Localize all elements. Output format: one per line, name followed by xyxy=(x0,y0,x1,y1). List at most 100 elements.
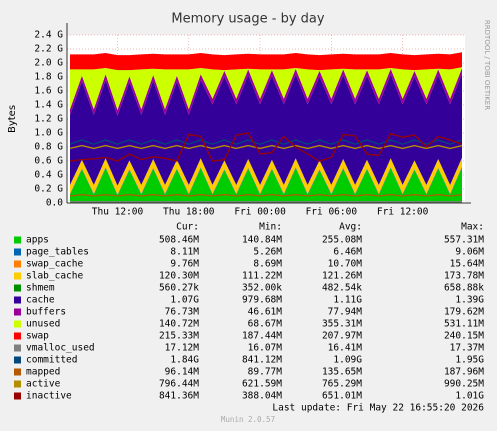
legend-value: 5.26M xyxy=(253,247,282,258)
legend-swatch xyxy=(14,392,21,400)
legend-value: 140.72M xyxy=(159,319,199,330)
x-tick-label: Fri 06:00 xyxy=(306,207,358,218)
legend-swatch xyxy=(14,308,21,316)
last-update: Last update: Fri May 22 16:55:20 2026 xyxy=(272,403,484,414)
legend-value: 352.00k xyxy=(242,283,282,294)
legend-name: apps xyxy=(26,235,49,246)
legend-value: 651.01M xyxy=(322,391,362,402)
x-tick-label: Fri 12:00 xyxy=(377,207,429,218)
legend-value: 15.64M xyxy=(450,259,485,270)
legend-value: 17.12M xyxy=(165,343,200,354)
legend-value: 187.96M xyxy=(444,367,484,378)
area xyxy=(70,52,462,71)
y-tick-label: 1.6 G xyxy=(34,86,63,97)
legend-name: vmalloc_used xyxy=(26,343,95,354)
line xyxy=(69,144,463,150)
y-tick-label: 1.4 G xyxy=(34,100,63,111)
legend-name: page_tables xyxy=(26,247,89,258)
area xyxy=(70,68,462,116)
legend-value: 979.68M xyxy=(242,295,282,306)
legend-swatch xyxy=(14,320,21,328)
legend-name: mapped xyxy=(26,367,60,378)
legend-value: 765.29M xyxy=(322,379,362,390)
lines xyxy=(69,132,463,203)
legend-value: 560.27k xyxy=(159,283,199,294)
legend-value: 17.37M xyxy=(450,343,485,354)
legend: Cur: Min: Avg: Max: apps 508.46M 140.84M 255.08… xyxy=(14,222,484,402)
legend-value: 255.08M xyxy=(322,235,362,246)
legend-value: 207.97M xyxy=(322,331,362,342)
legend-header: Max: xyxy=(461,222,484,233)
legend-value: 89.77M xyxy=(248,367,283,378)
y-tick-label: 1.0 G xyxy=(34,128,63,139)
x-tick-label: Thu 12:00 xyxy=(92,207,144,218)
line xyxy=(69,132,463,162)
legend-value: 121.26M xyxy=(322,271,362,282)
legend-name: shmem xyxy=(26,283,55,294)
legend-value: 1.11G xyxy=(333,295,362,306)
legend-value: 16.41M xyxy=(328,343,363,354)
legend-swatch xyxy=(14,356,21,364)
legend-value: 796.44M xyxy=(159,379,199,390)
legend-value: 1.95G xyxy=(455,355,484,366)
legend-value: 388.04M xyxy=(242,391,282,402)
legend-value: 68.67M xyxy=(248,319,283,330)
axes: 0.0 0.2 G 0.4 G 0.6 G 0.8 G 1.0 G 1.2 G 1.4 G 1.… xyxy=(34,23,471,218)
legend-header: Cur: xyxy=(176,222,199,233)
legend-value: 1.01G xyxy=(455,391,484,402)
legend-value: 173.78M xyxy=(444,271,484,282)
y-tick-label: 0.4 G xyxy=(34,170,63,181)
legend-value: 508.46M xyxy=(159,235,199,246)
area xyxy=(70,167,462,203)
area xyxy=(70,67,462,110)
line xyxy=(69,193,463,197)
side-text: RRDTOOL / TOBI OETIKER xyxy=(483,20,491,110)
legend-value: 240.15M xyxy=(444,331,484,342)
y-tick-label: 0.8 G xyxy=(34,142,63,153)
legend-value: 46.61M xyxy=(248,307,283,318)
area xyxy=(70,73,462,186)
legend-value: 215.33M xyxy=(159,331,199,342)
area xyxy=(70,157,462,194)
legend-value: 120.30M xyxy=(159,271,199,282)
legend-name: inactive xyxy=(26,391,72,402)
legend-value: 6.46M xyxy=(333,247,362,258)
legend-swatch xyxy=(14,248,21,256)
y-tick-label: 2.2 G xyxy=(34,44,63,55)
line xyxy=(69,139,463,145)
legend-name: swap_cache xyxy=(26,259,83,270)
legend-header: Min: xyxy=(259,222,282,233)
area xyxy=(70,166,462,195)
legend-swatch xyxy=(14,332,21,340)
legend-name: unused xyxy=(26,319,60,330)
legend-value: 9.76M xyxy=(170,259,199,270)
legend-swatch xyxy=(14,296,21,304)
legend-value: 990.25M xyxy=(444,379,484,390)
legend-value: 841.36M xyxy=(159,391,199,402)
legend-value: 179.62M xyxy=(444,307,484,318)
legend-value: 621.59M xyxy=(242,379,282,390)
legend-value: 482.54k xyxy=(322,283,362,294)
legend-swatch xyxy=(14,368,21,376)
y-tick-label: 2.4 G xyxy=(34,30,63,41)
legend-value: 187.44M xyxy=(242,331,282,342)
y-tick-label: 1.2 G xyxy=(34,114,63,125)
legend-value: 1.09G xyxy=(333,355,362,366)
legend-value: 557.31M xyxy=(444,235,484,246)
legend-swatch xyxy=(14,260,21,268)
x-tick-label: Thu 18:00 xyxy=(163,207,215,218)
legend-value: 841.12M xyxy=(242,355,282,366)
legend-value: 1.39G xyxy=(455,295,484,306)
legend-name: active xyxy=(26,379,61,390)
legend-value: 76.73M xyxy=(165,307,200,318)
legend-swatch xyxy=(14,272,21,280)
legend-value: 10.70M xyxy=(328,259,363,270)
legend-value: 140.84M xyxy=(242,235,282,246)
legend-value: 531.11M xyxy=(444,319,484,330)
legend-value: 1.84G xyxy=(170,355,199,366)
y-tick-label: 0.0 xyxy=(46,198,63,209)
legend-value: 1.07G xyxy=(170,295,199,306)
legend-value: 135.65M xyxy=(322,367,362,378)
legend-value: 355.31M xyxy=(322,319,362,330)
